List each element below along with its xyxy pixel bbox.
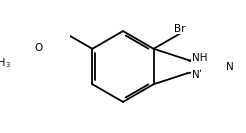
Text: N: N (192, 70, 199, 80)
Text: CH$_3$: CH$_3$ (0, 56, 11, 70)
Text: Br: Br (174, 24, 185, 34)
Text: N: N (226, 61, 234, 72)
Text: NH: NH (192, 53, 207, 63)
Text: O: O (34, 43, 43, 53)
